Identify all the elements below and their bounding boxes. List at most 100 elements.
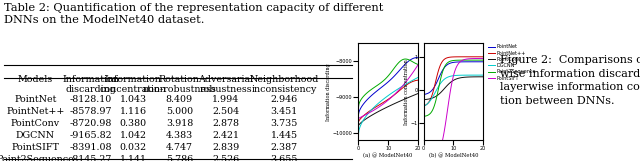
Text: Figure 2:  Comparisons of layer-
wise information discarding and
layerwise infor: Figure 2: Comparisons of layer- wise inf…	[500, 55, 640, 106]
Text: 2.504: 2.504	[212, 107, 239, 116]
Text: 2.387: 2.387	[271, 143, 298, 152]
Line: PointNet++: PointNet++	[424, 57, 483, 106]
Text: DGCNN: DGCNN	[16, 131, 55, 140]
Text: 4.747: 4.747	[166, 143, 193, 152]
PointSIFT	[436, 149, 444, 151]
Point2Sequence	[461, 59, 468, 61]
PointConv	[420, 99, 428, 101]
PointConv	[479, 76, 487, 78]
PointNet++	[433, 78, 440, 80]
Y-axis label: Information concentration: Information concentration	[404, 59, 409, 125]
PointNet++	[453, 56, 461, 58]
DGCNN	[477, 74, 485, 76]
Text: 3.735: 3.735	[271, 119, 298, 128]
PointSIFT	[467, 58, 474, 60]
Line: PointSIFT: PointSIFT	[424, 58, 483, 161]
Point2Sequence	[453, 59, 461, 61]
PointConv	[436, 93, 444, 95]
PointNet	[479, 61, 487, 63]
PointConv	[453, 78, 461, 80]
Text: Table 2: Quantification of the representation capacity of different
DNNs on the : Table 2: Quantification of the represent…	[4, 3, 383, 25]
Text: 2.526: 2.526	[212, 155, 239, 161]
Text: 3.918: 3.918	[166, 119, 193, 128]
Text: -8720.98: -8720.98	[69, 119, 112, 128]
Text: Rotation
non-robustness: Rotation non-robustness	[143, 75, 216, 94]
PointNet++	[477, 56, 485, 58]
PointSIFT	[453, 66, 461, 67]
Text: Neighborhood
inconsistency: Neighborhood inconsistency	[250, 75, 319, 94]
PointNet	[461, 61, 468, 63]
Text: Information
concentration: Information concentration	[100, 75, 166, 94]
PointNet	[453, 61, 461, 63]
Text: Information
discarding: Information discarding	[62, 75, 119, 94]
Point2Sequence	[477, 59, 485, 61]
Point2Sequence	[467, 59, 474, 61]
Text: 3.655: 3.655	[271, 155, 298, 161]
PointConv	[477, 76, 485, 78]
Line: PointNet: PointNet	[424, 62, 483, 95]
Text: -8128.10: -8128.10	[70, 95, 112, 104]
PointConv	[433, 95, 440, 97]
PointNet++	[461, 56, 468, 58]
DGCNN	[420, 105, 428, 107]
Text: 1.994: 1.994	[212, 95, 239, 104]
Text: 2.946: 2.946	[271, 95, 298, 104]
DGCNN	[467, 74, 474, 76]
PointNet++	[479, 56, 487, 58]
Text: 1.445: 1.445	[271, 131, 298, 140]
PointNet	[467, 61, 474, 63]
Y-axis label: Information discarding: Information discarding	[326, 63, 331, 121]
Text: 2.421: 2.421	[212, 131, 239, 140]
PointNet	[477, 61, 485, 63]
PointSIFT	[477, 57, 485, 59]
Line: PointConv: PointConv	[424, 77, 483, 100]
Text: 2.878: 2.878	[212, 119, 239, 128]
Text: -9165.82: -9165.82	[69, 131, 112, 140]
Line: Point2Sequence: Point2Sequence	[424, 60, 483, 116]
Text: 1.042: 1.042	[120, 131, 147, 140]
DGCNN	[479, 74, 487, 76]
Text: 1.116: 1.116	[120, 107, 147, 116]
Text: 2.839: 2.839	[212, 143, 239, 152]
DGCNN	[461, 74, 468, 76]
Text: 1.043: 1.043	[120, 95, 147, 104]
Text: -8578.97: -8578.97	[69, 107, 112, 116]
Text: 4.383: 4.383	[166, 131, 193, 140]
Text: 1.141: 1.141	[120, 155, 147, 161]
PointConv	[461, 76, 468, 78]
Text: PointSIFT: PointSIFT	[12, 143, 60, 152]
PointNet	[436, 75, 444, 77]
Text: 0.032: 0.032	[120, 143, 147, 152]
Text: PointConv: PointConv	[11, 119, 60, 128]
Text: 8.409: 8.409	[166, 95, 193, 104]
Text: 3.451: 3.451	[271, 107, 298, 116]
Legend: PointNet, PointNet++, PointConv, DGCNN, Point2Sequence, PointSIFT: PointNet, PointNet++, PointConv, DGCNN, …	[488, 44, 537, 81]
Point2Sequence	[479, 59, 487, 61]
PointSIFT	[461, 58, 468, 60]
Text: Models: Models	[18, 75, 53, 84]
Text: -8145.27: -8145.27	[69, 155, 112, 161]
Text: PointNet++: PointNet++	[6, 107, 65, 116]
Point2Sequence	[433, 98, 440, 100]
Text: Adversarial
robustness: Adversarial robustness	[198, 75, 253, 94]
Text: -8391.08: -8391.08	[69, 143, 112, 152]
PointConv	[467, 76, 474, 78]
PointNet++	[420, 105, 428, 107]
X-axis label: (a) @ ModelNet40: (a) @ ModelNet40	[364, 153, 413, 158]
PointNet	[433, 83, 440, 85]
Text: 5.786: 5.786	[166, 155, 193, 161]
DGCNN	[436, 84, 444, 86]
Point2Sequence	[436, 82, 444, 84]
Text: 5.000: 5.000	[166, 107, 193, 116]
Point2Sequence	[420, 115, 428, 117]
Text: PointNet: PointNet	[14, 95, 57, 104]
Text: Point2Sequence: Point2Sequence	[0, 155, 74, 161]
PointSIFT	[433, 156, 440, 158]
Text: 0.380: 0.380	[120, 119, 147, 128]
DGCNN	[433, 90, 440, 92]
X-axis label: (b) @ ModelNet40: (b) @ ModelNet40	[429, 153, 478, 158]
Line: DGCNN: DGCNN	[424, 75, 483, 106]
PointNet++	[467, 56, 474, 58]
PointNet	[420, 94, 428, 95]
PointSIFT	[479, 57, 487, 59]
